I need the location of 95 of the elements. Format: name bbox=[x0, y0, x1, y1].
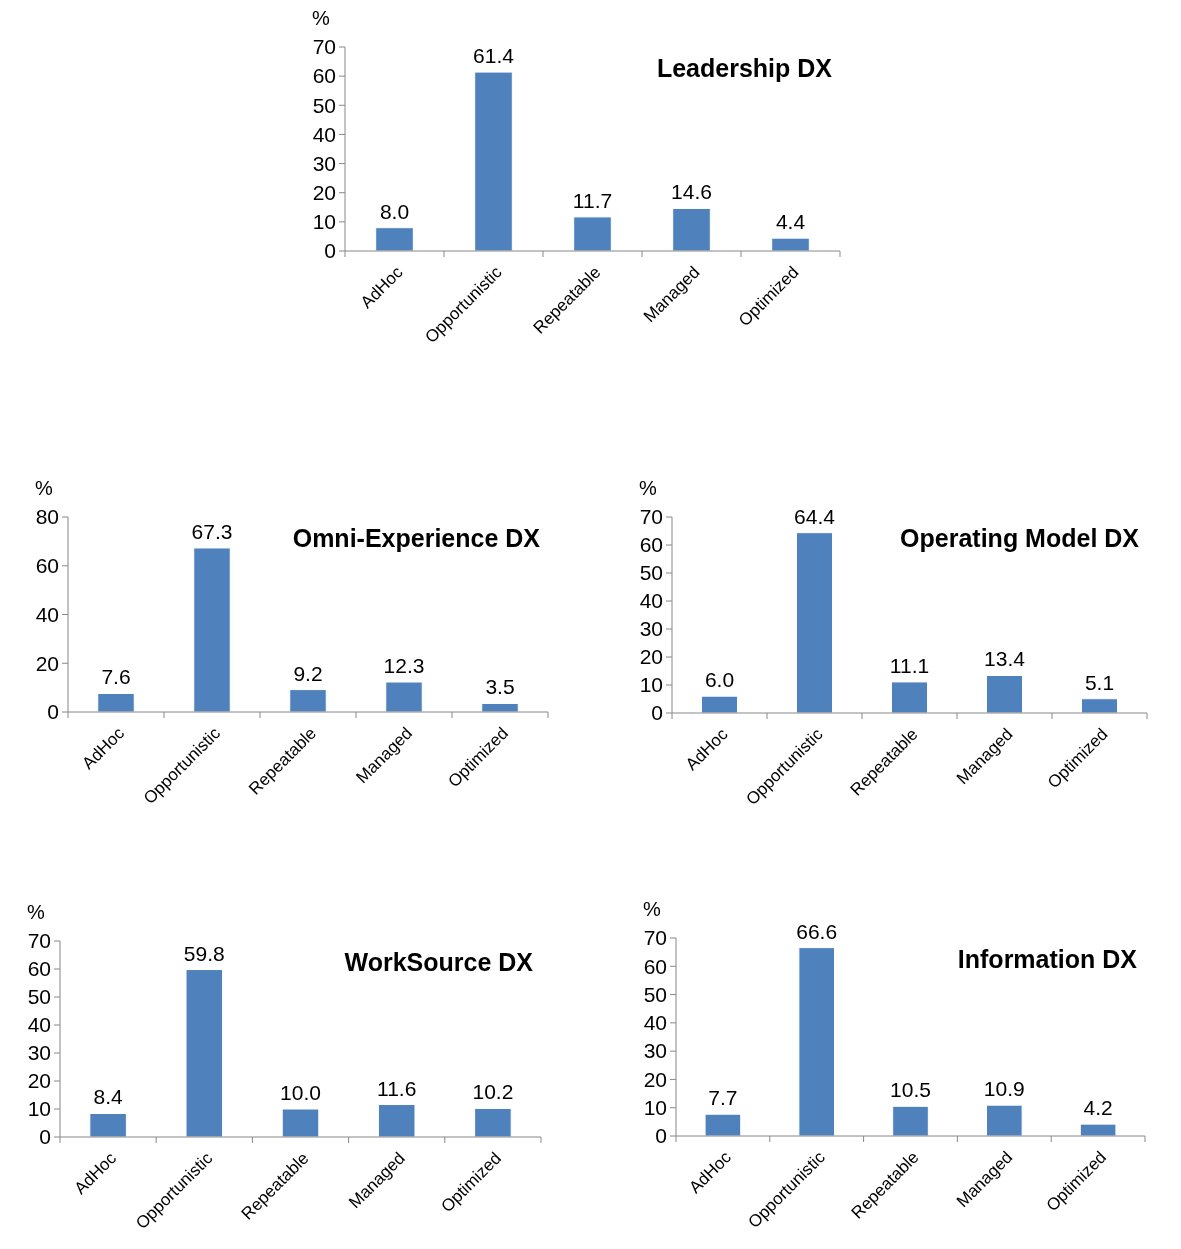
bar bbox=[1080, 698, 1119, 714]
bar bbox=[672, 207, 711, 252]
data-label: 61.4 bbox=[473, 44, 515, 68]
bar bbox=[193, 547, 231, 713]
y-tick-label: 50 bbox=[312, 93, 336, 117]
bar bbox=[377, 1104, 416, 1138]
bar bbox=[474, 71, 513, 252]
data-label: 9.2 bbox=[293, 661, 323, 685]
data-label: 11.6 bbox=[377, 1076, 417, 1100]
y-tick-label: 0 bbox=[47, 700, 59, 724]
y-tick-label: 10 bbox=[639, 673, 663, 697]
bar bbox=[97, 692, 135, 713]
y-tick-label: 40 bbox=[643, 1011, 667, 1035]
chart-title: Leadership DX bbox=[656, 54, 833, 82]
bar bbox=[798, 947, 836, 1137]
chart-title: Omni-Experience DX bbox=[292, 524, 541, 552]
bar bbox=[795, 532, 834, 714]
y-axis-title: % bbox=[27, 901, 46, 923]
data-label: 8.4 bbox=[93, 1085, 124, 1109]
bar bbox=[890, 681, 929, 714]
y-tick-label: 30 bbox=[639, 617, 663, 641]
y-tick-label: 60 bbox=[643, 954, 667, 978]
bar bbox=[281, 1108, 320, 1138]
data-label: 10.9 bbox=[983, 1077, 1025, 1101]
data-label: 11.7 bbox=[572, 188, 613, 212]
y-tick-label: 60 bbox=[27, 957, 51, 981]
y-tick-label: 60 bbox=[35, 554, 59, 578]
y-tick-label: 20 bbox=[27, 1069, 51, 1093]
data-label: 64.4 bbox=[794, 504, 836, 528]
y-tick-label: 70 bbox=[27, 929, 51, 953]
y-tick-label: 70 bbox=[643, 926, 667, 950]
data-label: 5.1 bbox=[1084, 670, 1115, 694]
data-label: 14.6 bbox=[671, 180, 712, 204]
data-label: 11.1 bbox=[889, 653, 930, 677]
y-tick-label: 40 bbox=[312, 122, 336, 146]
data-label: 10.0 bbox=[280, 1081, 321, 1104]
bar bbox=[474, 1107, 512, 1138]
chart-title: WorkSource DX bbox=[344, 948, 534, 976]
data-label: 12.3 bbox=[383, 654, 425, 678]
bar bbox=[89, 1112, 127, 1138]
data-label: 10.2 bbox=[472, 1080, 514, 1104]
y-tick-label: 10 bbox=[643, 1096, 667, 1120]
bar bbox=[289, 689, 327, 713]
y-tick-label: 30 bbox=[312, 151, 336, 175]
y-tick-label: 20 bbox=[312, 181, 336, 205]
y-tick-label: 70 bbox=[312, 35, 336, 59]
y-tick-label: 0 bbox=[324, 239, 336, 263]
bar bbox=[375, 227, 414, 252]
y-axis-title: % bbox=[639, 477, 658, 499]
y-tick-label: 20 bbox=[639, 645, 663, 669]
data-label: 8.0 bbox=[379, 199, 410, 223]
y-tick-label: 20 bbox=[643, 1067, 667, 1091]
data-label: 6.0 bbox=[704, 668, 735, 692]
y-tick-label: 30 bbox=[643, 1039, 667, 1063]
bar bbox=[892, 1105, 929, 1137]
y-axis-title: % bbox=[643, 898, 662, 920]
bar bbox=[985, 674, 1024, 714]
y-tick-label: 70 bbox=[639, 505, 663, 529]
bar bbox=[185, 969, 224, 1138]
chart-title: Information DX bbox=[957, 945, 1138, 973]
bar bbox=[1079, 1123, 1117, 1137]
y-tick-label: 0 bbox=[39, 1125, 51, 1149]
y-tick-label: 40 bbox=[35, 602, 59, 626]
data-label: 7.7 bbox=[708, 1086, 738, 1110]
y-tick-label: 50 bbox=[27, 985, 51, 1009]
y-tick-label: 80 bbox=[35, 505, 59, 529]
y-tick-label: 10 bbox=[312, 210, 336, 234]
y-axis-title: % bbox=[35, 477, 54, 499]
bar bbox=[704, 1113, 742, 1137]
y-tick-label: 40 bbox=[27, 1013, 51, 1037]
y-tick-label: 30 bbox=[27, 1041, 51, 1065]
chart-title: Operating Model DX bbox=[900, 524, 1140, 552]
y-tick-label: 40 bbox=[639, 589, 663, 613]
bar bbox=[573, 216, 612, 252]
data-label: 4.2 bbox=[1083, 1096, 1113, 1120]
data-label: 7.6 bbox=[101, 665, 131, 689]
data-label: 67.3 bbox=[191, 519, 233, 543]
bar bbox=[985, 1104, 1023, 1137]
bar bbox=[385, 681, 423, 713]
y-tick-label: 0 bbox=[655, 1124, 667, 1148]
y-tick-label: 10 bbox=[27, 1097, 51, 1121]
y-tick-label: 50 bbox=[639, 561, 663, 585]
bar bbox=[700, 695, 739, 714]
data-label: 13.4 bbox=[984, 647, 1026, 671]
y-tick-label: 50 bbox=[643, 982, 667, 1006]
y-axis-title: % bbox=[312, 7, 331, 29]
y-tick-label: 0 bbox=[651, 701, 663, 725]
data-label: 4.4 bbox=[775, 210, 806, 234]
y-tick-label: 60 bbox=[312, 64, 336, 88]
y-tick-label: 60 bbox=[639, 533, 663, 557]
data-label: 3.5 bbox=[485, 675, 515, 699]
y-tick-label: 20 bbox=[35, 651, 59, 675]
data-label: 59.8 bbox=[183, 941, 225, 965]
data-label: 66.6 bbox=[796, 919, 838, 943]
data-label: 10.5 bbox=[890, 1078, 931, 1102]
